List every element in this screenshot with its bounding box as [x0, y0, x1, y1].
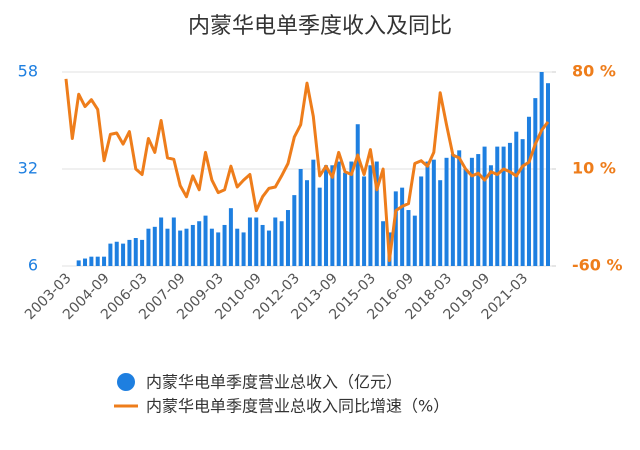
bar — [539, 72, 544, 266]
bar — [133, 238, 138, 266]
bar — [362, 176, 367, 266]
bar — [381, 221, 386, 266]
bar — [495, 146, 500, 266]
y2-tick-label: -60 % — [572, 256, 623, 275]
bar — [343, 172, 348, 266]
bar — [317, 187, 322, 266]
bar — [526, 116, 531, 267]
line — [64, 78, 550, 262]
bar — [514, 131, 519, 266]
bar — [450, 154, 455, 266]
bar — [222, 224, 227, 266]
bar — [412, 215, 417, 266]
bar — [501, 146, 506, 266]
bar — [285, 210, 290, 266]
bar — [438, 180, 443, 266]
bar — [159, 217, 164, 266]
legend-label: 内蒙华电单季度营业总收入同比增速（%） — [146, 397, 449, 416]
bar — [178, 230, 183, 266]
y2-tick-label: 80 % — [572, 62, 616, 81]
bar — [171, 217, 176, 266]
bar — [108, 243, 113, 266]
bar — [469, 157, 474, 266]
bar — [419, 176, 424, 266]
bar — [546, 83, 550, 266]
bar — [235, 228, 240, 266]
bar — [83, 258, 88, 266]
bar — [273, 217, 278, 266]
bar — [393, 191, 398, 266]
y-tick-label: 58 — [18, 62, 38, 81]
bar — [488, 165, 493, 266]
bar — [374, 161, 379, 266]
bar — [121, 243, 126, 266]
chart-title: 内蒙华电单季度收入及同比 — [188, 14, 452, 39]
bar — [400, 187, 405, 266]
bar — [305, 180, 309, 266]
bar — [425, 161, 430, 266]
bar — [330, 165, 335, 266]
bar — [152, 226, 157, 266]
legend-label: 内蒙华电单季度营业总收入（亿元） — [146, 373, 402, 392]
bar — [102, 256, 107, 266]
bar — [203, 215, 208, 266]
bar — [184, 228, 189, 266]
bar — [76, 260, 81, 266]
bar — [482, 146, 487, 266]
y-tick-label: 6 — [28, 256, 38, 275]
bar — [406, 210, 411, 266]
bar — [266, 230, 271, 266]
bar — [197, 221, 202, 266]
bar — [279, 221, 284, 266]
bar — [476, 154, 481, 266]
bar — [216, 232, 221, 266]
bar — [520, 139, 525, 266]
bar — [507, 142, 512, 266]
bar — [247, 217, 252, 266]
bar — [241, 232, 246, 266]
y-tick-label: 32 — [18, 159, 38, 178]
legend-marker — [117, 373, 135, 391]
bar — [114, 241, 119, 266]
bar — [146, 228, 151, 266]
bar — [89, 256, 94, 266]
y2-tick-label: 10 % — [572, 159, 616, 178]
bar — [190, 224, 195, 266]
bar — [292, 195, 297, 266]
bar — [368, 165, 373, 266]
bar — [336, 161, 341, 266]
bar — [355, 124, 360, 266]
bar — [140, 239, 145, 266]
bar — [298, 169, 303, 266]
bar — [463, 169, 468, 266]
bar — [260, 224, 265, 266]
bar — [228, 208, 233, 266]
bar — [311, 159, 316, 266]
bar — [324, 165, 329, 266]
bar — [95, 256, 100, 266]
bar — [254, 217, 259, 266]
bar — [533, 98, 538, 266]
bar — [127, 239, 132, 266]
bar — [165, 228, 170, 266]
bar — [431, 159, 436, 266]
bar — [457, 150, 462, 266]
bar — [349, 161, 354, 266]
bar — [209, 228, 214, 266]
bar — [444, 157, 449, 266]
